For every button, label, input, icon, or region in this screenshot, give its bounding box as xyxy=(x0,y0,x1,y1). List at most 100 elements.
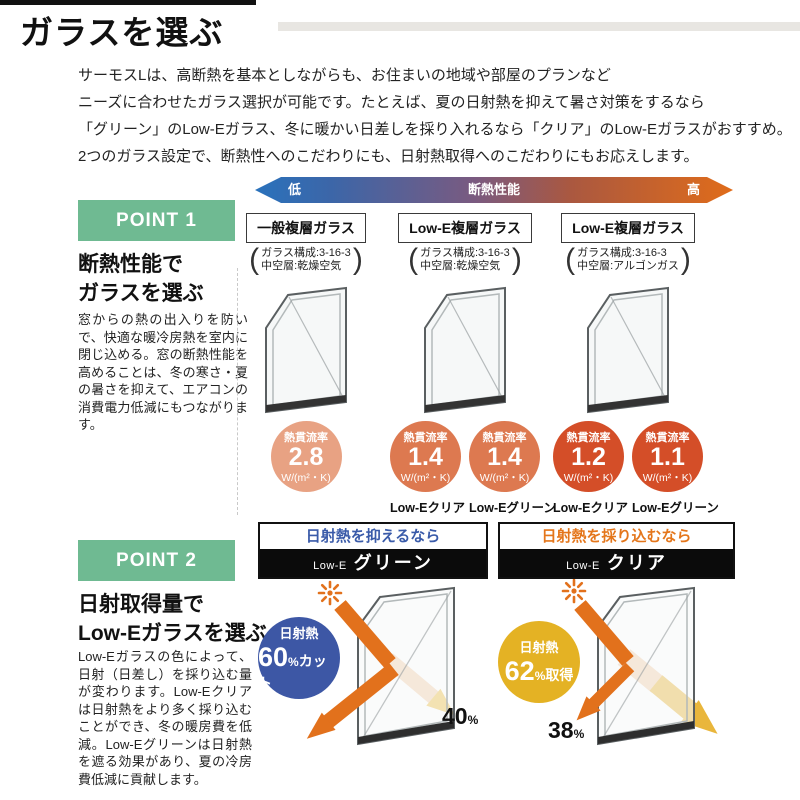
u-value: 1.1 xyxy=(650,442,685,471)
point1-badge: POINT 1 xyxy=(78,200,235,241)
u-value-label: 熱貫流率 xyxy=(482,431,527,444)
paren-open: ( xyxy=(249,243,260,276)
lowe-green-panel: 日射熱を抑えるなら Low-E グリーン xyxy=(258,522,488,757)
intro-line: ニーズに合わせたガラス選択が可能です。たとえば、夏の日射熱を抑えて暑さ対策をする… xyxy=(78,94,705,111)
paren-close: ) xyxy=(352,243,363,276)
title-accent-bar xyxy=(0,0,256,5)
u-value-label: 熱貫流率 xyxy=(403,431,448,444)
lowe-clear-panel: 日射熱を採り込むなら Low-E クリア xyxy=(498,522,735,757)
glass-spec: ( ガラス構成:3-16-3 中空層:アルゴンガス ) xyxy=(548,245,708,275)
point2-body: Low-Eガラスの色によって、日射（日差し）を採り込む量が変わります。Low-E… xyxy=(78,649,252,787)
header-divider xyxy=(278,22,800,31)
u-value-circle: 熱貫流率 1.2 W/(m²・K) xyxy=(553,421,624,492)
u-value-circle: 熱貫流率 1.1 W/(m²・K) xyxy=(632,421,703,492)
scale-high-label: 高 xyxy=(686,182,700,197)
paren-close: ) xyxy=(680,243,691,276)
point2-heading: 日射取得量で Low-Eガラスを選ぶ xyxy=(78,590,267,648)
transmitted-value: 40 xyxy=(442,703,468,729)
sun-icon xyxy=(561,579,587,604)
reflected-value: 38 xyxy=(548,717,574,743)
u-value: 1.2 xyxy=(571,442,606,471)
panel-condition: 日射熱を抑えるなら xyxy=(260,524,486,549)
point1-heading-line: 断熱性能で xyxy=(78,253,183,276)
double-glazing-icon xyxy=(265,286,347,414)
u-value-unit: W/(m²・K) xyxy=(281,471,331,484)
glass-spec-line2: 中空層:アルゴンガス xyxy=(577,260,679,272)
glass-spec-line1: ガラス構成:3-16-3 xyxy=(420,246,510,259)
panel-product-bar: Low-E グリーン xyxy=(260,549,486,577)
solar-gain-circle: 日射熱 62%取得 xyxy=(498,621,580,703)
double-glazing-icon xyxy=(587,286,669,414)
point1-heading-line: ガラスを選ぶ xyxy=(78,282,204,305)
solar-circle-value: 60 xyxy=(258,642,289,672)
solar-circle-value: 62 xyxy=(504,656,535,686)
point1-body: 窓からの熱の出入りを防いで、快適な暖冷房熱を室内に閉じ込める。窓の断熱性能を高め… xyxy=(78,312,248,432)
point2-heading-line: Low-Eガラスを選ぶ xyxy=(78,622,267,645)
column-divider xyxy=(237,268,238,515)
u-value-unit: W/(m²・K) xyxy=(400,471,451,484)
solar-diagram-green: 日射熱 60%カット 40% xyxy=(258,579,488,757)
glass-variant-label: Low-Eグリーン xyxy=(469,501,556,515)
u-value: 1.4 xyxy=(487,442,522,471)
solar-circle-label: 日射熱 xyxy=(519,640,559,655)
solar-cut-circle: 日射熱 60%カット xyxy=(258,617,340,699)
glass-column-lowe-argon: Low-E複層ガラス ( ガラス構成:3-16-3 中空層:アルゴンガス ) 熱貫… xyxy=(548,213,719,516)
solar-circle-suffix: カット xyxy=(258,653,327,691)
u-value-label: 熱貫流率 xyxy=(645,431,690,444)
glass-type-title: Low-E複層ガラス xyxy=(561,213,695,243)
intro-line: サーモスLは、高断熱を基本としながらも、お住まいの地域や部屋のプランなど xyxy=(78,67,611,84)
glass-type-title: Low-E複層ガラス xyxy=(398,213,532,243)
solar-diagram-clear: 日射熱 62%取得 38% xyxy=(498,579,735,757)
paren-close: ) xyxy=(511,243,522,276)
glass-type-title: 一般複層ガラス xyxy=(246,213,366,243)
glass-variant-label: Low-Eクリア xyxy=(553,501,628,515)
point2-heading-line: 日射取得量で xyxy=(78,593,204,616)
u-value-circle: 熱貫流率 2.8 W/(m²・K) xyxy=(270,421,342,492)
intro-line: 2つのガラス設定で、断熱性へのこだわりにも、日射熱取得へのこだわりにもお応えしま… xyxy=(78,148,699,165)
paren-open: ( xyxy=(408,243,419,276)
brand-label: Low-E xyxy=(566,560,600,572)
u-value-circle: 熱貫流率 1.4 W/(m²・K) xyxy=(469,421,540,492)
paren-open: ( xyxy=(565,243,576,276)
insulation-scale-arrow: 低 断熱性能 高 xyxy=(255,177,733,203)
solar-beam-illustration xyxy=(561,579,718,746)
glass-spec-line1: ガラス構成:3-16-3 xyxy=(577,246,667,259)
reflected-percent: 38% xyxy=(548,717,584,744)
panel-product-bar: Low-E クリア xyxy=(500,549,733,577)
transmitted-percent: 40% xyxy=(442,703,478,730)
u-value-unit: W/(m²・K) xyxy=(479,471,530,484)
solar-beam-illustration xyxy=(306,580,455,746)
intro-line: 「グリーン」のLow-Eガラス、冬に暖かい日差しを採り入れるなら「クリア」のLo… xyxy=(78,121,792,138)
percent-sign: % xyxy=(467,713,479,727)
scale-title: 断熱性能 xyxy=(467,182,520,197)
solar-circle-label: 日射熱 xyxy=(279,626,319,641)
double-glazing-icon xyxy=(424,286,506,414)
u-value: 1.4 xyxy=(408,442,443,471)
glass-spec-line1: ガラス構成:3-16-3 xyxy=(261,246,351,259)
percent-sign: % xyxy=(573,727,585,741)
glass-spec: ( ガラス構成:3-16-3 中空層:乾燥空気 ) xyxy=(226,245,386,275)
brand-label: Low-E xyxy=(313,560,347,572)
u-value-label: 熱貫流率 xyxy=(566,431,611,444)
u-value-unit: W/(m²・K) xyxy=(642,471,693,484)
point1-heading: 断熱性能で ガラスを選ぶ xyxy=(78,250,204,308)
glass-column-lowe-air: Low-E複層ガラス ( ガラス構成:3-16-3 中空層:乾燥空気 ) 熱貫流率… xyxy=(385,213,556,516)
solar-circle-suffix: 取得 xyxy=(545,667,574,683)
u-value-unit: W/(m²・K) xyxy=(563,471,614,484)
intro-text: サーモスLは、高断熱を基本としながらも、お住まいの地域や部屋のプランなど ニーズ… xyxy=(78,62,792,170)
product-label: グリーン xyxy=(353,553,433,573)
glass-variant-label: Low-Eクリア xyxy=(390,501,465,515)
glass-spec: ( ガラス構成:3-16-3 中空層:乾燥空気 ) xyxy=(385,245,545,275)
glass-variant-label: Low-Eグリーン xyxy=(632,501,719,515)
point2-badge: POINT 2 xyxy=(78,540,235,581)
percent-sign: % xyxy=(534,669,546,683)
glass-column-standard: 一般複層ガラス ( ガラス構成:3-16-3 中空層:乾燥空気 ) 熱貫流率 2.… xyxy=(226,213,386,492)
u-value-label: 熱貫流率 xyxy=(284,431,328,444)
glass-spec-line2: 中空層:乾燥空気 xyxy=(261,260,342,272)
u-value: 2.8 xyxy=(288,442,324,471)
page-title: ガラスを選ぶ xyxy=(20,14,224,51)
sun-icon xyxy=(317,580,343,606)
glass-spec-line2: 中空層:乾燥空気 xyxy=(420,260,501,272)
u-value-circle: 熱貫流率 1.4 W/(m²・K) xyxy=(390,421,461,492)
